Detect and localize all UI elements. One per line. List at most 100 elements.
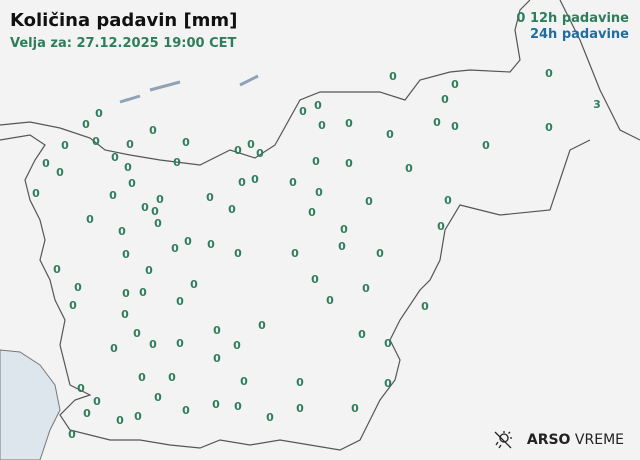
station-value: 0: [296, 376, 304, 389]
station-value: 0: [312, 155, 320, 168]
station-value: 0: [168, 371, 176, 384]
station-value: 3: [593, 98, 601, 111]
station-value: 0: [233, 339, 241, 352]
station-value: 0: [228, 203, 236, 216]
arso-logo: ARSO VREME: [493, 430, 624, 450]
station-value: 0: [482, 139, 490, 152]
station-value: 0: [296, 402, 304, 415]
station-value: 0: [376, 247, 384, 260]
lake: [149, 80, 181, 92]
station-value: 0: [212, 398, 220, 411]
station-value: 0: [122, 287, 130, 300]
station-value: 0: [93, 395, 101, 408]
legend-12h-label: 12h padavine: [529, 11, 629, 26]
station-value: 0: [213, 324, 221, 337]
station-value: 0: [141, 201, 149, 214]
lake: [239, 74, 259, 87]
station-value: 0: [149, 338, 157, 351]
station-value: 0: [365, 195, 373, 208]
station-value: 0: [124, 161, 132, 174]
station-value: 0: [138, 371, 146, 384]
station-value: 0: [345, 117, 353, 130]
station-value: 0: [362, 282, 370, 295]
station-value: 0: [77, 382, 85, 395]
station-value: 0: [389, 70, 397, 83]
station-value: 0: [83, 407, 91, 420]
station-value: 0: [126, 138, 134, 151]
legend: 0 12h padavine 24h padavine: [516, 11, 629, 43]
station-value: 0: [340, 223, 348, 236]
station-value: 0: [109, 189, 117, 202]
logo-brand: ARSO: [526, 432, 571, 448]
station-value: 0: [238, 176, 246, 189]
station-value: 0: [315, 186, 323, 199]
station-value: 0: [291, 247, 299, 260]
station-value: 0: [234, 247, 242, 260]
station-value: 0: [133, 327, 141, 340]
station-value: 0: [251, 173, 259, 186]
station-value: 0: [308, 206, 316, 219]
station-value: 0: [351, 402, 359, 415]
station-value: 0: [358, 328, 366, 341]
station-value: 0: [345, 157, 353, 170]
station-value: 0: [149, 124, 157, 137]
station-value: 0: [118, 225, 126, 238]
station-value: 0: [139, 286, 147, 299]
station-value: 0: [545, 67, 553, 80]
station-value: 0: [151, 205, 159, 218]
station-value: 0: [134, 410, 142, 423]
legend-24h-label: 24h padavine: [529, 27, 629, 42]
station-value: 0: [182, 136, 190, 149]
station-value: 0: [92, 135, 100, 148]
station-value: 0: [234, 400, 242, 413]
station-value: 0: [247, 138, 255, 151]
station-value: 0: [318, 119, 326, 132]
station-value: 0: [95, 107, 103, 120]
station-value: 0: [121, 308, 129, 321]
station-value: 0: [82, 118, 90, 131]
station-value: 0: [182, 404, 190, 417]
station-value: 0: [386, 128, 394, 141]
station-value: 0: [266, 411, 274, 424]
station-value: 0: [184, 235, 192, 248]
station-value: 0: [69, 299, 77, 312]
station-value: 0: [545, 121, 553, 134]
station-value: 0: [176, 337, 184, 350]
station-value: 0: [338, 240, 346, 253]
station-value: 0: [326, 294, 334, 307]
station-value: 0: [53, 263, 61, 276]
station-value: 0: [74, 281, 82, 294]
station-value: 0: [56, 166, 64, 179]
station-value: 0: [171, 242, 179, 255]
station-value: 0: [213, 352, 221, 365]
station-value: 0: [32, 187, 40, 200]
sea: [0, 349, 61, 460]
map-title: Količina padavin [mm]: [10, 10, 238, 31]
station-value: 0: [451, 120, 459, 133]
station-value: 0: [299, 105, 307, 118]
station-value: 0: [176, 295, 184, 308]
station-value: 0: [86, 213, 94, 226]
station-value: 0: [61, 139, 69, 152]
station-value: 0: [289, 176, 297, 189]
station-value: 0: [444, 194, 452, 207]
lake: [119, 94, 141, 104]
station-value: 0: [207, 238, 215, 251]
station-value: 0: [311, 273, 319, 286]
station-value: 0: [68, 428, 76, 441]
station-value: 0: [156, 193, 164, 206]
station-value: 0: [116, 414, 124, 427]
station-value: 0: [256, 147, 264, 160]
station-value: 0: [384, 377, 392, 390]
station-value: 0: [128, 177, 136, 190]
station-value: 0: [173, 156, 181, 169]
sun-rain-icon: [494, 431, 512, 449]
station-value: 0: [384, 337, 392, 350]
station-value: 0: [451, 78, 459, 91]
station-value: 0: [42, 157, 50, 170]
station-value: 0: [405, 162, 413, 175]
station-value: 0: [421, 300, 429, 313]
station-value: 0: [258, 319, 266, 332]
